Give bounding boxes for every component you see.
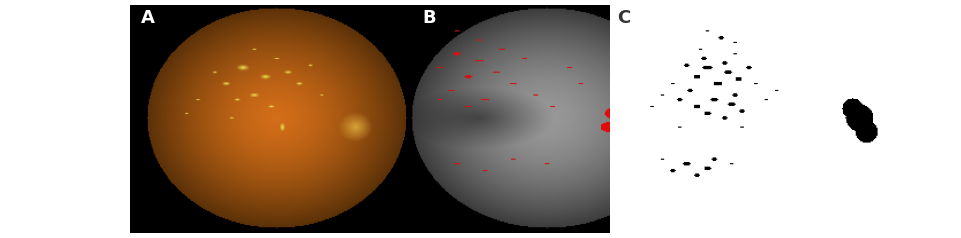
Text: B: B [422,9,435,27]
Text: A: A [141,9,155,27]
Text: C: C [617,9,630,27]
